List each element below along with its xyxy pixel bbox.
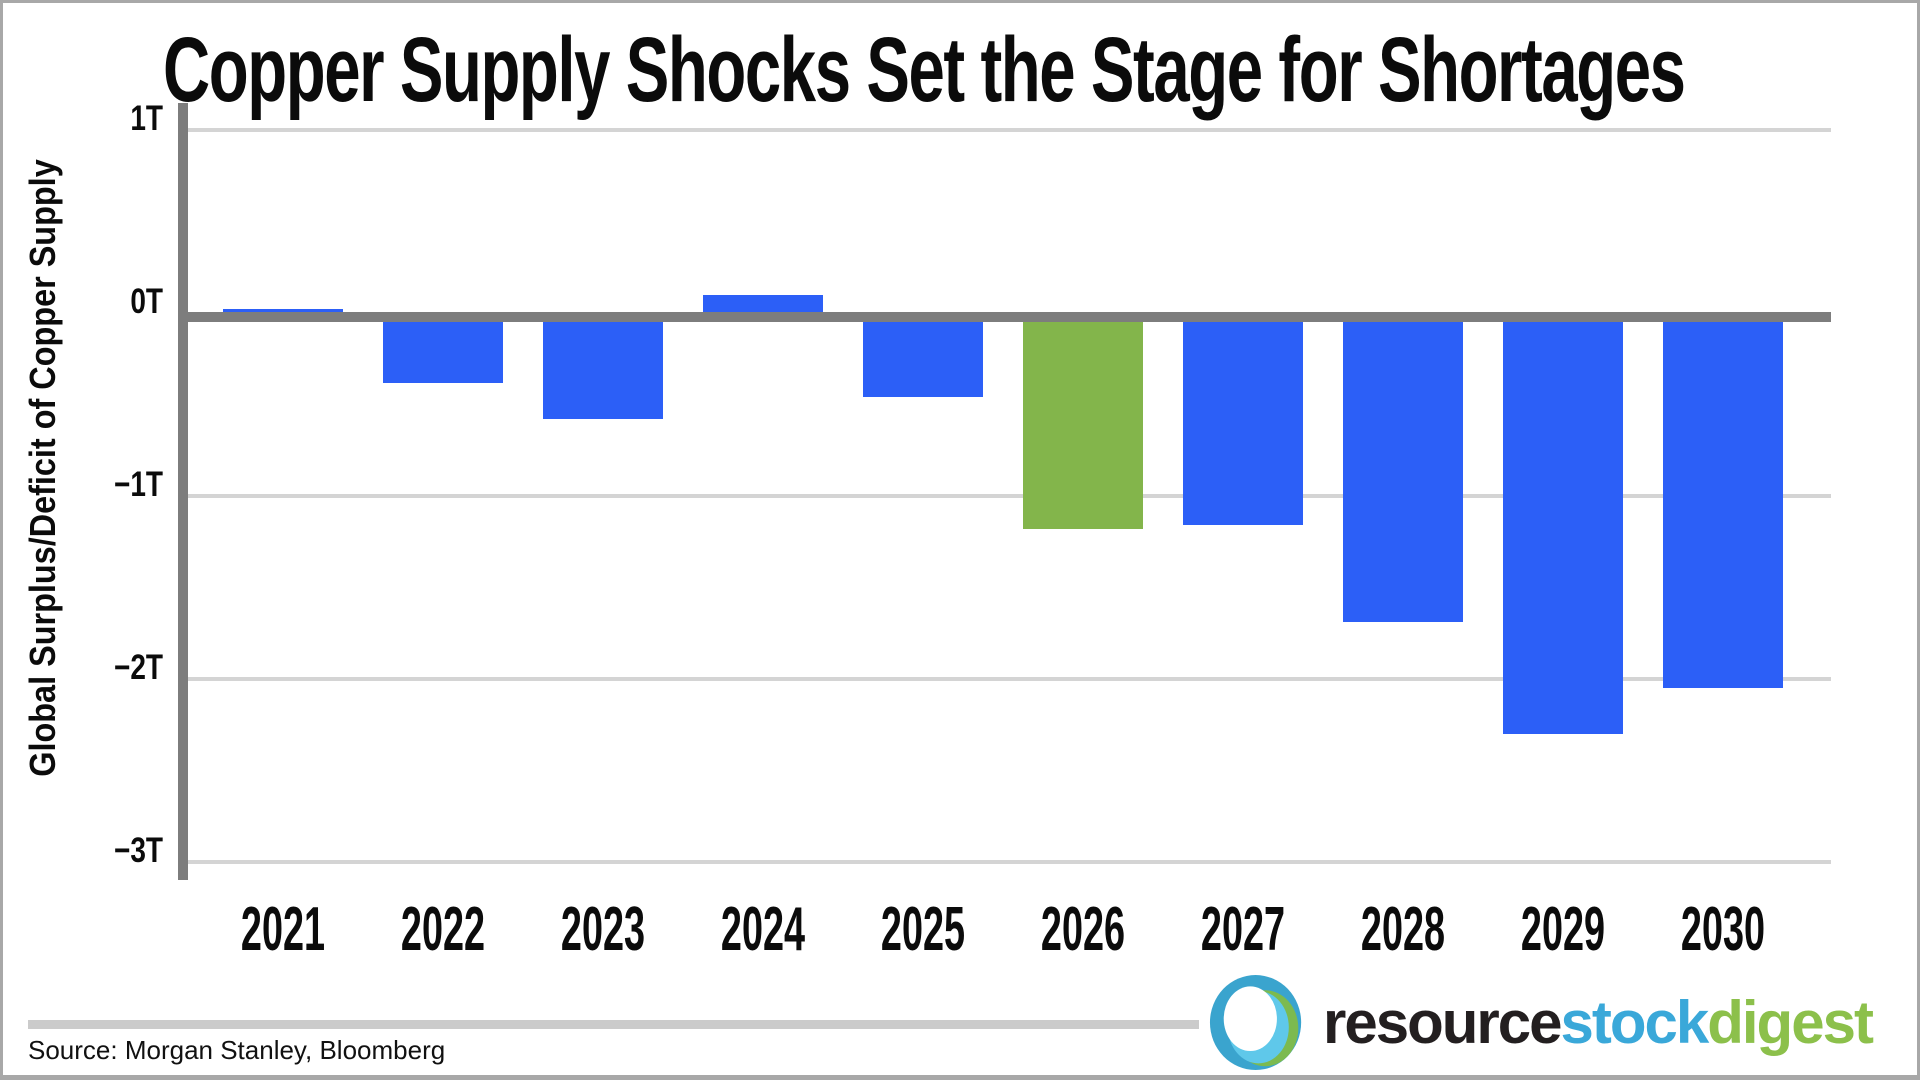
bar-2021 <box>223 309 343 313</box>
x-label-2025: 2025 <box>880 895 966 964</box>
bar-2026 <box>1023 313 1143 529</box>
bar-2025 <box>863 313 983 398</box>
x-label-2022: 2022 <box>400 895 486 964</box>
y-tick-label-−3T: −3T <box>113 831 163 870</box>
x-label-2024: 2024 <box>720 895 806 964</box>
zero-baseline <box>178 312 1831 322</box>
gridline-−2T <box>188 677 1831 681</box>
x-label-2029: 2029 <box>1520 895 1606 964</box>
source-text: Source: Morgan Stanley, Bloomberg <box>28 1035 446 1065</box>
y-tick-label-−1T: −1T <box>113 465 163 504</box>
bar-2027 <box>1183 313 1303 526</box>
y-tick-label-0T: 0T <box>130 282 163 321</box>
x-label-2023: 2023 <box>560 895 646 964</box>
x-label-2021: 2021 <box>240 895 326 964</box>
chart-title: Copper Supply Shocks Set the Stage for S… <box>163 19 1686 121</box>
bar-2030 <box>1663 313 1783 689</box>
logo-word-resource: resource <box>1323 989 1562 1056</box>
bar-2024 <box>703 294 823 313</box>
gridline-−3T <box>188 860 1831 864</box>
footer-divider <box>28 1020 1199 1029</box>
gridline-−1T <box>188 494 1831 498</box>
y-tick-label-−2T: −2T <box>113 648 163 687</box>
y-axis-line <box>178 103 188 880</box>
bar-2029 <box>1503 313 1623 734</box>
x-label-2030: 2030 <box>1680 895 1766 964</box>
bar-2023 <box>543 313 663 420</box>
logo-wordmark: resourcestockdigest <box>1323 993 1874 1053</box>
bar-2022 <box>383 313 503 383</box>
x-label-2026: 2026 <box>1040 895 1126 964</box>
plot-area: 1T 0T −1T −2T −3T 2021 2022 2023 2024 2025 2026 202… <box>3 3 1917 1075</box>
brand-logo: resourcestockdigest <box>1209 974 1909 1075</box>
bar-2028 <box>1343 313 1463 623</box>
x-label-2027: 2027 <box>1200 895 1286 964</box>
logo-o-icon <box>1209 975 1302 1071</box>
logo-word-stock: stock <box>1560 989 1709 1056</box>
x-label-2028: 2028 <box>1360 895 1446 964</box>
gridline-1T <box>188 128 1831 132</box>
logo-word-digest: digest <box>1707 989 1874 1056</box>
y-tick-label-1T: 1T <box>130 99 163 138</box>
